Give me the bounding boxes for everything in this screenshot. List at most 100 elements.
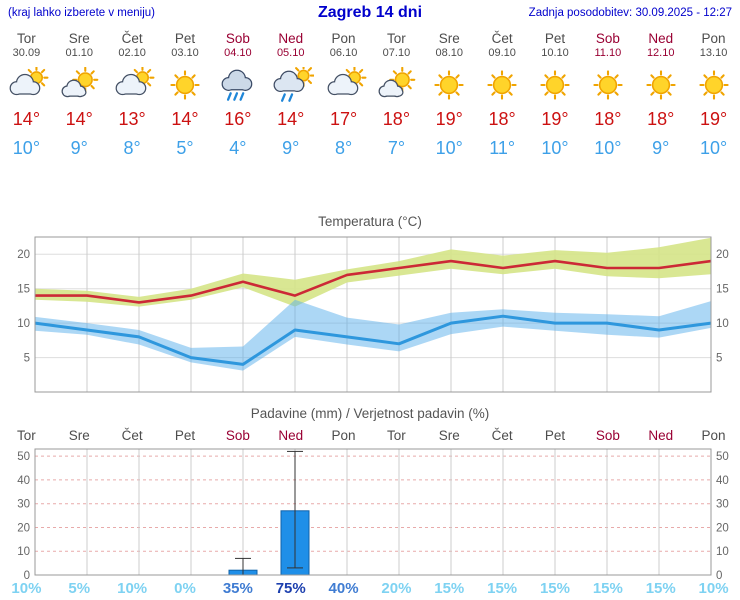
day-min-temp: 7° xyxy=(387,138,406,158)
precipitation-day-labels: Tor Sre Čet Pet Sob Ned Pon Tor Sre Čet Pet Sob Ned P… xyxy=(0,428,740,443)
page-title: Zagreb 14 dni xyxy=(317,4,423,21)
day-name: Pet xyxy=(544,31,566,46)
day-max-temp: 13° xyxy=(118,109,146,129)
day-column: Sob 11.10 18° 10° xyxy=(581,31,634,159)
day-column: Pet 10.10 19° 10° xyxy=(529,31,582,159)
day-date: 09.10 xyxy=(488,47,516,59)
day-max-temp: 14° xyxy=(171,109,199,129)
day-date: 05.10 xyxy=(276,47,305,59)
precip-probability: 35% xyxy=(222,580,253,597)
precip-probability: 75% xyxy=(275,580,306,597)
precip-probability: 15% xyxy=(645,580,676,597)
day-max-temp: 19° xyxy=(435,109,463,129)
day-name: Sob xyxy=(225,31,250,46)
day-name: Pon xyxy=(331,31,356,46)
day-date: 07.10 xyxy=(382,47,411,59)
precip-day-label: Sre xyxy=(438,428,460,443)
day-name: Sob xyxy=(595,31,620,46)
precip-day-label: Sob xyxy=(225,428,250,443)
day-max-temp: 14° xyxy=(12,109,41,129)
day-min-temp: 9° xyxy=(652,138,670,158)
day-column: Tor 30.09 14° 10° xyxy=(0,31,53,159)
day-name: Ned xyxy=(278,31,304,46)
day-min-temp: 10° xyxy=(699,138,728,158)
precip-day-label: Sre xyxy=(68,428,90,443)
precip-y-tick: 30 xyxy=(17,499,30,511)
day-max-temp: 19° xyxy=(541,109,569,129)
day-date: 06.10 xyxy=(329,47,358,59)
precip-day-label: Čet xyxy=(491,428,513,443)
day-column: Sre 01.10 14° 9° xyxy=(53,31,106,159)
day-date: 13.10 xyxy=(699,47,728,59)
day-date: 11.10 xyxy=(594,47,622,59)
temp-y-tick: 15 xyxy=(17,284,30,296)
precip-y-tick: 40 xyxy=(716,475,729,487)
precip-probability: 10% xyxy=(698,580,729,597)
last-updated: Zadnja posodobitev: 30.09.2025 - 12:27 xyxy=(528,7,732,19)
temp-y-tick: 5 xyxy=(24,353,30,365)
precip-day-label: Ned xyxy=(278,428,304,443)
day-date: 12.10 xyxy=(646,47,675,59)
day-date: 01.10 xyxy=(65,47,94,59)
day-max-temp: 16° xyxy=(224,109,252,129)
day-date: 03.10 xyxy=(171,47,199,59)
precip-day-label: Ned xyxy=(648,428,674,443)
day-max-temp: 17° xyxy=(329,109,358,129)
day-min-temp: 8° xyxy=(123,138,141,158)
day-column: Ned 05.10 14° 9° xyxy=(264,31,317,159)
precip-y-tick: 40 xyxy=(17,475,30,487)
precip-probability: 10% xyxy=(117,580,148,597)
precip-probability: 15% xyxy=(539,580,570,597)
day-min-temp: 10° xyxy=(12,138,41,158)
day-column: Pon 06.10 17° 8° xyxy=(317,31,370,159)
temp-y-tick: 20 xyxy=(17,249,30,261)
partly-cloudy-icon xyxy=(370,64,423,106)
precip-probability: 40% xyxy=(328,580,359,597)
sunny-icon xyxy=(581,64,634,106)
precip-probability: 15% xyxy=(434,580,465,597)
precip-probability: 5% xyxy=(68,580,91,597)
day-min-temp: 11° xyxy=(489,138,516,158)
day-max-temp: 18° xyxy=(647,109,675,129)
precip-y-tick: 20 xyxy=(716,523,729,535)
precip-y-tick: 30 xyxy=(716,499,729,511)
precip-y-tick: 10 xyxy=(17,546,30,558)
precip-day-label: Pon xyxy=(331,428,356,443)
precip-y-tick: 0 xyxy=(24,570,30,582)
forecast-day-strip: Tor 30.09 14° 10° Sre 01.10 14° 9° Čet 02.10 13° 8°… xyxy=(0,31,740,159)
day-max-temp: 19° xyxy=(699,109,728,129)
day-name: Sre xyxy=(438,31,460,46)
day-name: Čet xyxy=(121,31,143,46)
sunny-icon xyxy=(159,64,212,106)
day-name: Pet xyxy=(174,31,196,46)
day-column: Sre 08.10 19° 10° xyxy=(423,31,476,159)
precip-probability: 15% xyxy=(487,580,518,597)
day-column: Ned 12.10 18° 9° xyxy=(634,31,687,159)
precip-day-label: Tor xyxy=(387,428,406,443)
precipitation-probability-row: 10% 5% 10% 0% 35% 75% 40% 20% 15% 15% 15% 15% 15% 10% xyxy=(0,580,740,597)
precip-y-tick: 50 xyxy=(716,451,729,463)
temp-y-tick: 10 xyxy=(17,318,30,330)
day-name: Pon xyxy=(701,31,726,46)
sunny-icon xyxy=(476,64,529,106)
day-min-temp: 9° xyxy=(282,138,300,158)
precip-y-tick: 10 xyxy=(716,546,729,558)
day-max-temp: 18° xyxy=(382,109,411,129)
precip-probability: 0% xyxy=(174,580,196,597)
rain-icon xyxy=(211,64,264,106)
day-name: Ned xyxy=(648,31,674,46)
day-date: 30.09 xyxy=(12,47,41,59)
precip-day-label: Sob xyxy=(595,428,620,443)
mostly-cloudy-icon xyxy=(0,64,53,106)
temp-y-tick: 10 xyxy=(716,318,729,330)
day-min-temp: 8° xyxy=(334,138,353,158)
day-min-temp: 10° xyxy=(541,138,569,158)
day-name: Čet xyxy=(491,31,513,46)
precipitation-chart-title: Padavine (mm) / Verjetnost padavin (%) xyxy=(250,406,490,421)
day-column: Tor 07.10 18° 7° xyxy=(370,31,423,159)
precip-day-label: Pon xyxy=(701,428,726,443)
day-column: Čet 02.10 13° 8° xyxy=(106,31,159,159)
rain-sun-icon xyxy=(264,64,317,106)
temp-y-tick: 15 xyxy=(716,284,729,296)
